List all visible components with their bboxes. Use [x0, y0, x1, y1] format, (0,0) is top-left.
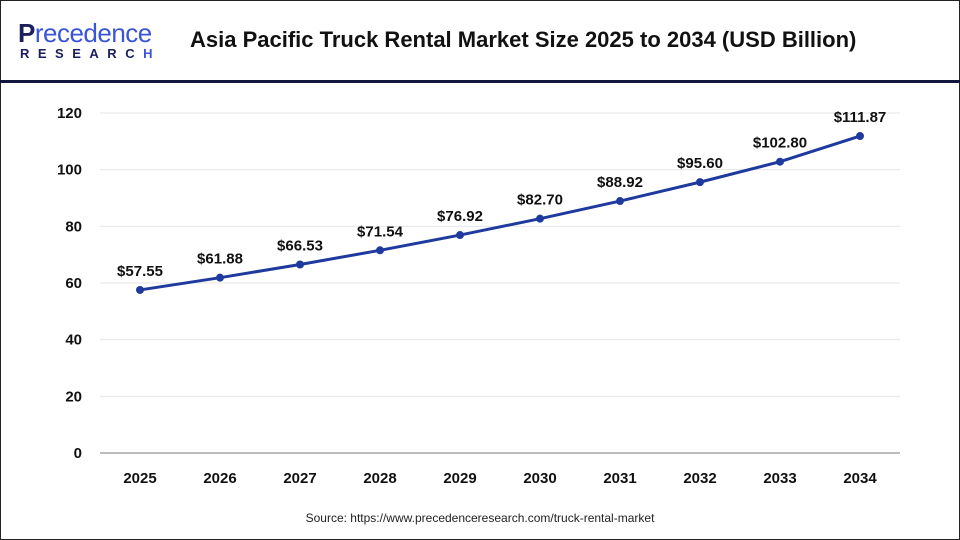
data-point [456, 231, 464, 240]
series-line [139, 134, 861, 292]
x-tick-label: 2031 [603, 470, 636, 487]
y-tick-label: 100 [57, 162, 82, 179]
y-tick-label: 0 [74, 445, 82, 462]
header: Precedence RESEARCH Asia Pacific Truck R… [0, 0, 960, 83]
y-tick-label: 40 [65, 332, 82, 349]
x-tick-label: 2028 [363, 470, 396, 487]
data-point [776, 157, 784, 166]
data-label: $88.92 [597, 174, 643, 191]
x-tick-label: 2030 [523, 470, 556, 487]
x-tick-label: 2026 [203, 470, 236, 487]
data-label: $71.54 [357, 223, 404, 240]
x-tick-label: 2034 [843, 470, 877, 487]
x-tick-label: 2025 [123, 470, 156, 487]
data-point [376, 246, 384, 255]
x-tick-label: 2029 [443, 470, 476, 487]
data-point [856, 132, 864, 141]
data-label: $111.87 [834, 109, 887, 126]
data-point [696, 178, 704, 187]
data-label: $82.70 [517, 192, 563, 209]
data-point [296, 260, 304, 269]
data-label: $57.55 [117, 263, 163, 280]
data-label: $61.88 [197, 251, 243, 268]
y-tick-label: 120 [57, 105, 82, 122]
data-point [216, 273, 224, 282]
data-point [136, 285, 144, 294]
chart-title: Asia Pacific Truck Rental Market Size 20… [190, 27, 857, 52]
x-tick-label: 2033 [763, 470, 796, 487]
y-tick-label: 20 [65, 388, 82, 405]
data-label: $76.92 [437, 208, 483, 225]
data-point [616, 197, 624, 206]
data-label: $102.80 [753, 135, 807, 152]
x-tick-label: 2027 [283, 470, 316, 487]
data-label: $95.60 [677, 155, 723, 172]
source-note: Source: https://www.precedenceresearch.c… [305, 511, 655, 525]
y-tick-label: 80 [65, 218, 82, 235]
x-tick-label: 2032 [683, 470, 716, 487]
data-label: $66.53 [277, 237, 323, 254]
data-point [536, 214, 544, 223]
y-tick-label: 60 [65, 275, 82, 292]
precedence-research-logo: Precedence RESEARCH [18, 18, 161, 61]
